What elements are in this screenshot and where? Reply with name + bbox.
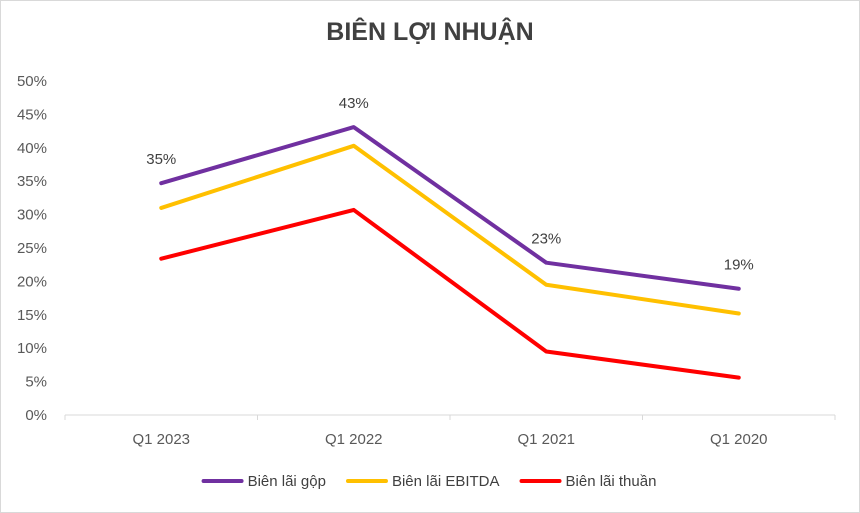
x-tick-label: Q1 2022 [325,431,383,448]
y-tick-label: 40% [17,140,47,157]
data-labels: 35% 43% 23% 19% [146,95,754,274]
series-line-0 [159,125,741,291]
x-tick-label: Q1 2021 [517,431,575,448]
y-tick-label: 10% [17,340,47,357]
x-axis-ticks: Q1 2023 Q1 2022 Q1 2021 Q1 2020 [132,431,767,448]
y-tick-label: 50% [17,73,47,90]
series-line-1 [159,143,741,316]
data-label: 35% [146,151,176,168]
legend: Biên lãi gộp Biên lãi EBITDA Biên lãi thuầ… [201,473,657,490]
data-label: 23% [531,231,561,248]
y-tick-label: 15% [17,307,47,324]
y-tick-label: 25% [17,240,47,257]
y-tick-label: 5% [25,374,47,391]
y-tick-label: 35% [17,173,47,190]
y-tick-label: 0% [25,407,47,424]
data-label: 43% [339,95,369,112]
x-axis-tickmarks [64,415,836,420]
x-tick-label: Q1 2023 [132,431,190,448]
chart-title: BIÊN LỢI NHUẬN [326,18,534,46]
y-tick-label: 30% [17,207,47,224]
x-tick-label: Q1 2020 [710,431,768,448]
legend-label: Biên lãi thuần [566,473,657,490]
y-tick-label: 20% [17,273,47,290]
legend-label: Biên lãi EBITDA [392,473,500,490]
series-lines [159,125,741,380]
legend-label: Biên lãi gộp [248,473,326,490]
y-tick-label: 45% [17,106,47,123]
y-axis-ticks: 0% 5% 10% 15% 20% 25% 30% 35% 40% 45% 50% [17,73,47,424]
series-line-2 [159,207,741,380]
data-label: 19% [724,257,754,274]
